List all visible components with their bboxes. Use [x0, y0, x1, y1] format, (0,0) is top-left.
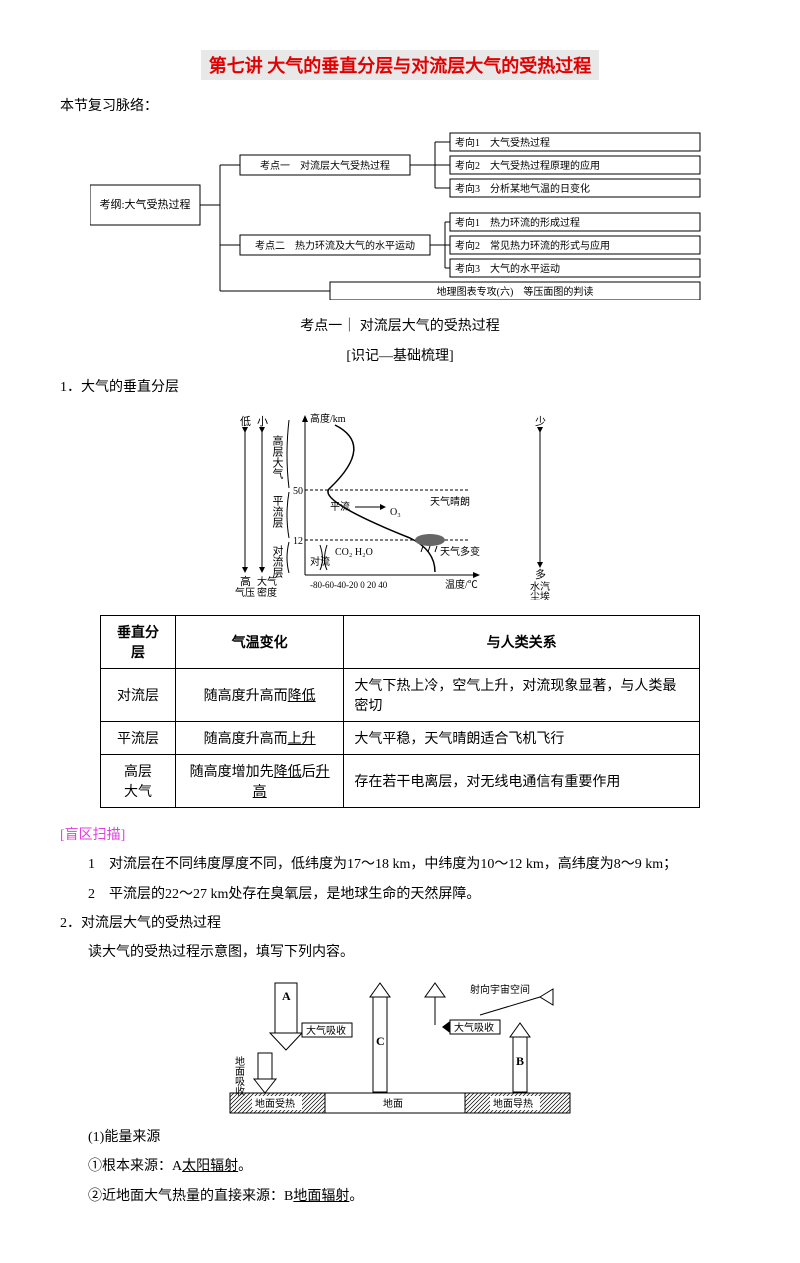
- svg-text:地面: 地面: [383, 1097, 403, 1110]
- atmosphere-diagram: 低 小 高 气压 大气 密度 高层大气 平流层 对流层 高度/km 50 12 …: [235, 410, 565, 600]
- flowchart-svg: 考纲:大气受热过程 考点一 对流层大气受热过程 考点二 热力环流及大气的水平运动…: [90, 130, 710, 300]
- svg-text:对流层: 对流层: [271, 544, 284, 579]
- svg-text:-80-60-40-20 0 20 40: -80-60-40-20 0 20 40: [310, 580, 388, 590]
- svg-text:考向2 常见热力环流的形式与应用: 考向2 常见热力环流的形式与应用: [455, 239, 610, 252]
- center-heading-1: 考点一｜ 对流层大气的受热过程: [60, 315, 740, 335]
- page-title: 第七讲 大气的垂直分层与对流层大气的受热过程: [201, 50, 600, 80]
- q1-label: (1)能量来源: [60, 1125, 740, 1150]
- svg-text:少: 少: [535, 415, 546, 428]
- svg-text:射向宇宙空间: 射向宇宙空间: [470, 983, 530, 996]
- svg-text:对流: 对流: [310, 555, 330, 568]
- section-2-sub: 读大气的受热过程示意图，填写下列内容。: [60, 940, 740, 965]
- svg-text:地面吸收: 地面吸收: [233, 1055, 245, 1097]
- review-flowchart: 考纲:大气受热过程 考点一 对流层大气受热过程 考点二 热力环流及大气的水平运动…: [90, 130, 710, 300]
- svg-text:地面导热: 地面导热: [493, 1097, 533, 1110]
- layers-table: 垂直分层 气温变化 与人类关系 对流层 随高度升高而降低 大气下热上冷，空气上升…: [100, 615, 700, 808]
- svg-text:地面受热: 地面受热: [255, 1097, 295, 1110]
- section-2-title: 2．对流层大气的受热过程: [60, 911, 740, 936]
- th-3: 与人类关系: [344, 616, 700, 669]
- svg-text:平流层: 平流层: [271, 495, 284, 529]
- title-wrap: 第七讲 大气的垂直分层与对流层大气的受热过程: [60, 50, 740, 80]
- svg-text:考向2 大气受热过程原理的应用: 考向2 大气受热过程原理的应用: [455, 159, 600, 172]
- svg-text:CO₂ H₂O: CO₂ H₂O: [335, 547, 373, 558]
- fc-root: 考纲:大气受热过程: [99, 197, 190, 211]
- svg-text:高: 高: [240, 574, 251, 588]
- table-header-row: 垂直分层 气温变化 与人类关系: [101, 616, 700, 669]
- svg-text:高层大气: 高层大气: [271, 434, 284, 479]
- table-row: 平流层 随高度升高而上升 大气平稳，天气晴朗适合飞机飞行: [101, 722, 700, 755]
- svg-text:低: 低: [240, 415, 251, 428]
- th-2: 气温变化: [176, 616, 344, 669]
- svg-text:温度/℃: 温度/℃: [445, 578, 478, 591]
- svg-text:天气多变: 天气多变: [440, 545, 480, 558]
- svg-text:A: A: [282, 989, 291, 1003]
- svg-text:B: B: [516, 1054, 524, 1068]
- svg-text:O₃: O₃: [390, 507, 401, 518]
- svg-text:考向3 分析某地气温的日变化: 考向3 分析某地气温的日变化: [455, 182, 590, 195]
- th-1: 垂直分层: [101, 616, 176, 669]
- svg-text:考点一 对流层大气受热过程: 考点一 对流层大气受热过程: [260, 159, 390, 172]
- q1b: ②近地面大气热量的直接来源：B地面辐射。: [60, 1184, 740, 1209]
- svg-text:考向1 热力环流的形成过程: 考向1 热力环流的形成过程: [455, 216, 580, 229]
- svg-text:小: 小: [257, 415, 268, 428]
- svg-text:C: C: [376, 1034, 385, 1048]
- svg-text:大气吸收: 大气吸收: [306, 1024, 346, 1037]
- blind-item-1: 1 对流层在不同纬度厚度不同，低纬度为17～18 km，中纬度为10～12 km…: [60, 852, 740, 877]
- svg-text:高度/km: 高度/km: [310, 412, 346, 425]
- svg-text:考点二 热力环流及大气的水平运动: 考点二 热力环流及大气的水平运动: [255, 239, 415, 252]
- svg-text:大气吸收: 大气吸收: [454, 1021, 494, 1034]
- svg-text:考向3 大气的水平运动: 考向3 大气的水平运动: [455, 262, 560, 275]
- q1a: ①根本来源：A太阳辐射。: [60, 1154, 740, 1179]
- svg-text:平流: 平流: [330, 500, 350, 513]
- svg-text:考向1 大气受热过程: 考向1 大气受热过程: [455, 136, 550, 149]
- center-heading-2: [识记—基础梳理]: [60, 345, 740, 365]
- svg-text:天气晴朗: 天气晴朗: [430, 495, 470, 508]
- svg-text:12: 12: [293, 536, 303, 547]
- svg-text:地理图表专攻(六) 等压面图的判读: 地理图表专攻(六) 等压面图的判读: [437, 285, 594, 298]
- blind-item-2: 2 平流层的22～27 km处存在臭氧层，是地球生命的天然屏障。: [60, 882, 740, 907]
- svg-text:多: 多: [535, 567, 546, 581]
- svg-text:密度: 密度: [257, 586, 277, 599]
- intro-label: 本节复习脉络：: [60, 95, 740, 115]
- svg-text:尘埃: 尘埃: [530, 590, 550, 600]
- blind-scan-label: [盲区扫描]: [60, 823, 740, 848]
- section-1-title: 1．大气的垂直分层: [60, 375, 740, 400]
- table-row: 对流层 随高度升高而降低 大气下热上冷，空气上升，对流现象显著，与人类最密切: [101, 669, 700, 722]
- svg-text:50: 50: [293, 486, 303, 497]
- heat-process-diagram: A 大气吸收 地面吸收 C 射向宇宙空间 大气吸收 B 地面受热 地面 地面导热: [220, 975, 580, 1115]
- table-row: 高层 大气 随高度增加先降低后升高 存在若干电离层，对无线电通信有重要作用: [101, 755, 700, 808]
- svg-text:气压: 气压: [235, 586, 255, 599]
